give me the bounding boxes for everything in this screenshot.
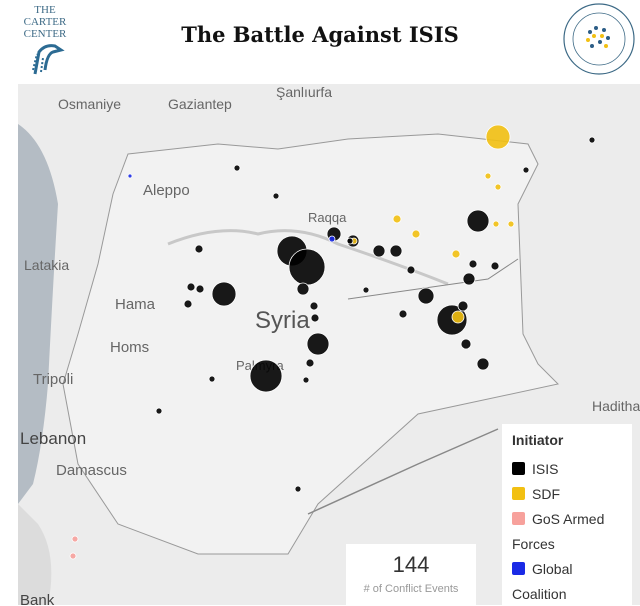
event-marker[interactable] — [466, 209, 490, 233]
event-marker[interactable] — [208, 375, 216, 383]
event-marker[interactable] — [398, 309, 408, 319]
legend-label: GoS Armed — [532, 510, 605, 527]
event-marker[interactable] — [451, 310, 465, 324]
event-marker[interactable] — [362, 286, 370, 294]
event-marker[interactable] — [328, 235, 336, 243]
label-syria: Syria — [255, 307, 310, 334]
label-damascus: Damascus — [56, 462, 127, 479]
event-marker[interactable] — [507, 220, 515, 228]
event-count: 144 — [392, 552, 430, 577]
label-gaziantep: Gaziantep — [168, 96, 232, 112]
event-marker[interactable] — [272, 192, 280, 200]
legend-label-cont: Coalition — [512, 581, 632, 606]
swatch-icon — [512, 487, 525, 500]
legend-label-cont: Forces — [512, 531, 632, 556]
label-sanliurfa: Şanlıurfa — [276, 84, 333, 100]
event-marker[interactable] — [460, 338, 472, 350]
legend-item-isis[interactable]: ISIS — [512, 456, 632, 481]
event-marker[interactable] — [468, 259, 478, 269]
event-marker[interactable] — [195, 284, 205, 294]
event-marker[interactable] — [588, 136, 596, 144]
carter-center-logo: THE CARTER CENTER — [4, 4, 86, 79]
label-latakia: Latakia — [24, 257, 70, 273]
event-count-caption: # of Conflict Events — [363, 583, 459, 595]
event-marker[interactable] — [296, 282, 310, 296]
page-title: The Battle Against ISIS — [181, 22, 459, 47]
label-aleppo: Aleppo — [143, 182, 190, 199]
event-marker[interactable] — [302, 376, 310, 384]
legend-title: Initiator — [512, 432, 564, 448]
label-bank: Bank — [20, 592, 55, 605]
legend-label: ISIS — [532, 460, 559, 477]
event-marker[interactable] — [346, 237, 354, 245]
label-lebanon: Lebanon — [20, 429, 87, 448]
legend-item-sdf[interactable]: SDF — [512, 481, 632, 506]
event-marker[interactable] — [389, 244, 403, 258]
event-marker[interactable] — [417, 287, 435, 305]
event-marker[interactable] — [305, 358, 315, 368]
event-marker[interactable] — [127, 173, 133, 179]
event-marker[interactable] — [462, 272, 476, 286]
event-marker[interactable] — [288, 248, 326, 286]
event-marker[interactable] — [211, 281, 237, 307]
event-marker[interactable] — [71, 535, 79, 543]
event-marker[interactable] — [309, 301, 319, 311]
event-marker[interactable] — [306, 332, 330, 356]
label-homs: Homs — [110, 339, 150, 356]
swatch-icon — [512, 512, 525, 525]
event-markers — [69, 124, 596, 560]
event-marker[interactable] — [485, 124, 511, 150]
event-marker[interactable] — [69, 552, 77, 560]
label-osmaniye: Osmaniye — [58, 96, 122, 112]
event-marker[interactable] — [249, 359, 283, 393]
event-marker[interactable] — [492, 220, 500, 228]
event-marker[interactable] — [392, 214, 402, 224]
event-marker[interactable] — [183, 299, 193, 309]
acled-logo — [563, 3, 635, 75]
event-marker[interactable] — [411, 229, 421, 239]
event-marker[interactable] — [406, 265, 416, 275]
legend-item-gos[interactable]: GoS Armed — [512, 506, 632, 531]
event-marker[interactable] — [451, 249, 461, 259]
event-marker[interactable] — [476, 357, 490, 371]
legend-label: Global — [532, 560, 573, 577]
event-marker[interactable] — [294, 485, 302, 493]
swatch-icon — [512, 462, 525, 475]
event-marker[interactable] — [372, 244, 386, 258]
event-marker[interactable] — [233, 164, 241, 172]
label-raqqa: Raqqa — [308, 210, 347, 225]
event-count-card: 144 # of Conflict Events — [346, 544, 476, 605]
event-marker[interactable] — [457, 300, 469, 312]
label-haditha: Haditha — [592, 398, 640, 414]
label-tripoli: Tripoli — [33, 371, 74, 388]
legend-label: Coalition — [512, 585, 567, 602]
event-marker[interactable] — [186, 282, 196, 292]
legend: Initiator ISIS SDF GoS Armed Forces Glob… — [502, 424, 632, 605]
legend-label: SDF — [532, 485, 560, 502]
event-marker[interactable] — [484, 172, 492, 180]
map[interactable]: Osmaniye Gaziantep Şanlıurfa Aleppo Raqq… — [18, 84, 640, 605]
label-hama: Hama — [115, 296, 156, 313]
swatch-icon — [512, 562, 525, 575]
event-marker[interactable] — [194, 244, 204, 254]
event-marker[interactable] — [155, 407, 163, 415]
legend-label: Forces — [512, 535, 555, 552]
event-marker[interactable] — [522, 166, 530, 174]
eagle-icon — [32, 44, 65, 75]
event-marker[interactable] — [310, 313, 320, 323]
event-marker[interactable] — [490, 261, 500, 271]
event-marker[interactable] — [494, 183, 502, 191]
legend-item-coalition[interactable]: Global — [512, 556, 632, 581]
